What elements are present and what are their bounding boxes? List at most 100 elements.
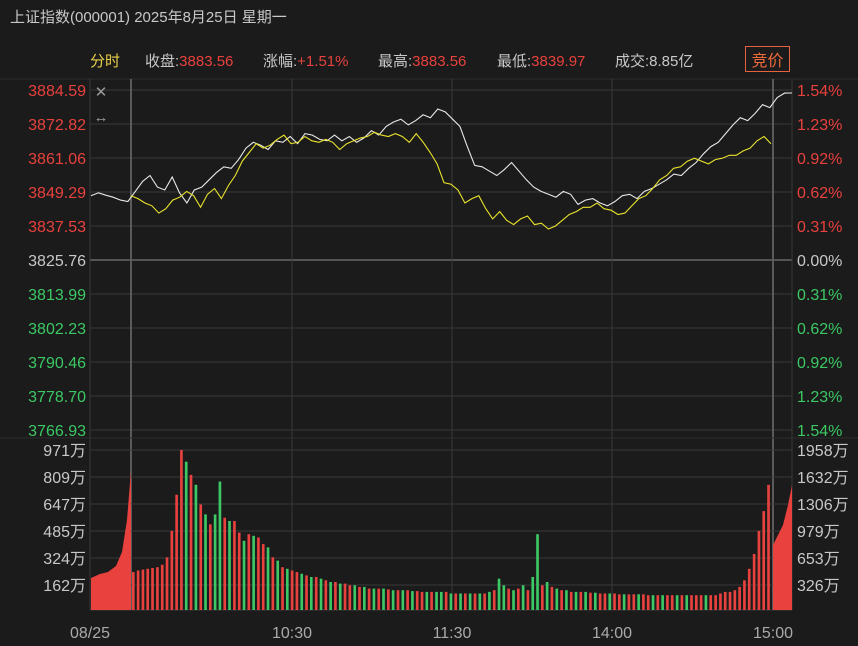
volume-tick-right: 653万	[797, 551, 840, 568]
stat-low-label: 最低:	[497, 53, 532, 70]
volume-bar	[632, 594, 636, 610]
volume-bar	[367, 588, 371, 610]
volume-bar	[767, 484, 770, 610]
volume-bar	[300, 573, 304, 610]
stat-high-label: 最高:	[378, 53, 413, 70]
volume-bar	[444, 591, 448, 610]
volume-bar	[594, 592, 597, 610]
volume-bar	[497, 578, 501, 610]
volume-bar	[560, 590, 563, 610]
volume-bar	[502, 585, 506, 610]
volume-bar	[743, 580, 746, 610]
time-tick-label: 08/25	[70, 625, 110, 642]
close-icon[interactable]: ✕	[94, 84, 108, 101]
volume-bar	[666, 595, 669, 610]
volume-bar	[281, 567, 284, 610]
volume-bar	[180, 450, 183, 610]
volume-tick-left: 971万	[43, 443, 86, 460]
volume-bar	[377, 588, 381, 610]
volume-tick-left: 162万	[43, 578, 86, 595]
volume-bar	[406, 590, 409, 610]
volume-bar	[363, 586, 366, 610]
tab-intraday[interactable]: 分时	[90, 53, 121, 70]
stat-close-value: 3883.56	[179, 53, 234, 70]
volume-bar	[757, 530, 761, 610]
volume-bar	[449, 593, 453, 610]
volume-bar	[545, 582, 549, 610]
pct-tick-label: 0.92%	[797, 151, 842, 168]
volume-bar	[430, 591, 433, 610]
volume-bar	[295, 572, 299, 610]
pct-tick-label: 0.62%	[797, 185, 842, 202]
volume-bar	[372, 588, 376, 610]
volume-bar	[199, 504, 203, 610]
volume-bar	[473, 593, 477, 610]
stat-volume-value: 8.85亿	[649, 53, 694, 70]
volume-bar	[574, 591, 578, 610]
volume-bar	[589, 592, 592, 610]
volume-bar	[747, 568, 751, 610]
volume-bar	[507, 588, 510, 610]
volume-tick-left: 647万	[43, 497, 86, 514]
volume-bar	[690, 595, 693, 610]
volume-bar	[680, 595, 684, 610]
volume-bar	[276, 560, 280, 610]
volume-bar	[242, 540, 246, 610]
volume-bar	[598, 593, 602, 610]
volume-bar	[348, 585, 352, 610]
volume-bar	[329, 582, 332, 610]
pct-tick-label: 1.54%	[797, 83, 842, 100]
auction-button[interactable]: 竞价	[745, 46, 790, 72]
pct-tick-label: 0.62%	[797, 321, 842, 338]
volume-bar	[435, 591, 438, 610]
volume-bar	[459, 593, 462, 610]
volume-bar	[218, 481, 222, 610]
volume-tick-left: 809万	[43, 470, 86, 487]
volume-bar	[420, 591, 424, 610]
price-tick-label: 3813.99	[28, 287, 86, 304]
pct-tick-label: 0.00%	[797, 253, 842, 270]
volume-bar	[233, 521, 236, 610]
volume-bar	[257, 537, 260, 610]
volume-bar	[396, 590, 400, 610]
volume-bar	[492, 590, 496, 610]
volume-bar	[213, 514, 217, 610]
volume-bar	[425, 591, 429, 610]
volume-bar	[132, 572, 135, 610]
price-tick-label: 3766.93	[28, 423, 86, 440]
stat-change: 涨幅:+1.51%	[263, 50, 348, 71]
volume-bar	[719, 593, 722, 610]
volume-bar	[338, 583, 342, 610]
price-tick-label: 3837.53	[28, 219, 86, 236]
stat-low: 最低:3839.97	[497, 50, 585, 71]
volume-bar	[488, 591, 491, 610]
volume-bar	[194, 484, 198, 610]
volume-bar	[305, 575, 308, 610]
volume-bar	[555, 588, 559, 610]
volume-bar	[541, 585, 544, 610]
volume-bar	[175, 494, 178, 610]
volume-bar	[569, 591, 573, 610]
volume-bar	[382, 588, 385, 610]
volume-bar	[247, 534, 251, 610]
volume-bar	[324, 580, 328, 610]
average-line	[130, 131, 772, 230]
volume-bar	[151, 568, 154, 610]
volume-bar	[608, 593, 612, 610]
volume-bar	[401, 590, 405, 610]
stat-change-value: +1.51%	[297, 53, 349, 70]
volume-bar	[579, 591, 583, 610]
volume-bar	[512, 590, 515, 610]
volume-bar	[695, 595, 698, 610]
horizontal-expand-icon[interactable]: ↔	[93, 109, 109, 126]
volume-bar	[584, 591, 587, 610]
volume-bar	[136, 570, 140, 610]
volume-bar	[762, 511, 766, 610]
volume-bar	[160, 564, 164, 610]
price-tick-label: 3872.82	[28, 117, 86, 134]
volume-bar	[728, 591, 732, 610]
volume-bar	[709, 595, 713, 610]
stat-high: 最高:3883.56	[378, 50, 466, 71]
stat-low-value: 3839.97	[531, 53, 586, 70]
